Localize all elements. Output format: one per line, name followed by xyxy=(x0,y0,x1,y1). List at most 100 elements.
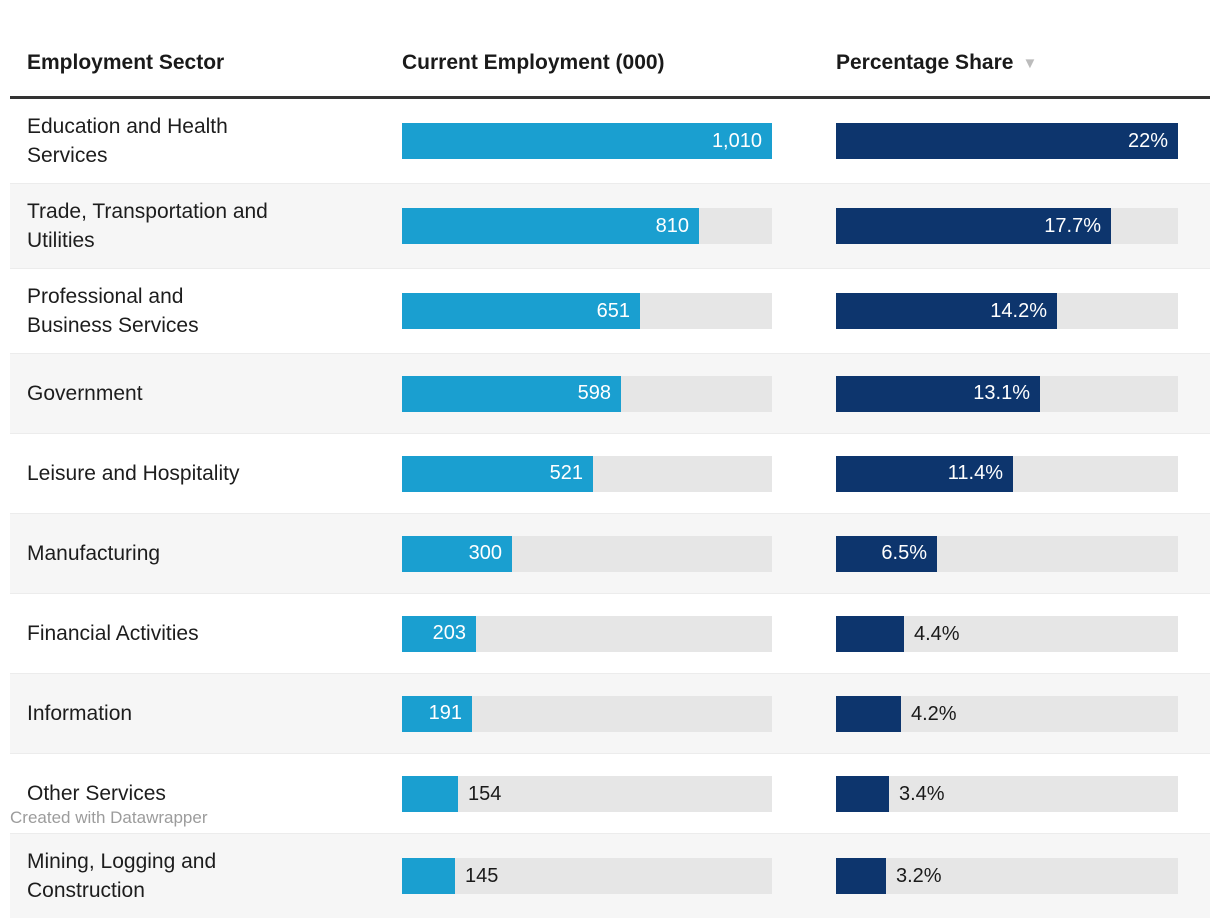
employment-value-label: 521 xyxy=(549,462,583,484)
share-value-label: 3.2% xyxy=(896,865,942,887)
share-bar xyxy=(836,858,886,894)
datawrapper-credit[interactable]: Created with Datawrapper xyxy=(10,808,208,827)
share-bar-track: 6.5% xyxy=(836,535,1178,572)
share-bar: 6.5% xyxy=(836,535,937,572)
table-row: Trade, Transportation and Utilities 810 … xyxy=(10,183,1210,268)
sector-label: Mining, Logging and Construction xyxy=(27,850,217,902)
employment-bar-track: 191 xyxy=(402,695,772,732)
employment-bar: 191 xyxy=(402,695,472,732)
employment-bar-track: 154 xyxy=(402,775,772,812)
share-cell: 13.1% xyxy=(836,375,1178,412)
employment-bar-track: 145 xyxy=(402,858,772,894)
employment-bar-track: 300 xyxy=(402,535,772,572)
share-cell: 14.2% xyxy=(836,293,1178,329)
share-cell: 17.7% xyxy=(836,208,1178,244)
share-value-label: 4.2% xyxy=(911,702,957,725)
share-bar-track: 3.4% xyxy=(836,775,1178,812)
employment-value-label: 154 xyxy=(468,782,502,805)
sort-descending-icon[interactable]: ▼ xyxy=(1022,54,1038,72)
employment-value-label: 810 xyxy=(655,214,689,237)
sector-cell: Manufacturing xyxy=(10,539,402,568)
share-bar-track: 4.2% xyxy=(836,695,1178,732)
share-bar xyxy=(836,615,904,652)
share-cell: 4.2% xyxy=(836,695,1178,732)
share-cell: 3.4% xyxy=(836,775,1178,812)
sector-cell: Information xyxy=(10,699,402,728)
employment-bar-track: 203 xyxy=(402,615,772,652)
share-value-label: 14.2% xyxy=(990,299,1047,322)
table-row: Financial Activities 203 4.4% xyxy=(10,593,1210,673)
table-body: Education and Health Services 1,010 22% … xyxy=(10,99,1210,918)
sector-label: Education and Health Services xyxy=(27,115,228,167)
share-bar-track: 17.7% xyxy=(836,208,1178,244)
employment-cell: 651 xyxy=(402,293,772,329)
share-bar-track: 3.2% xyxy=(836,858,1178,894)
employment-bar: 598 xyxy=(402,375,621,412)
table-row: Professional and Business Services 651 1… xyxy=(10,268,1210,353)
employment-bar: 1,010 xyxy=(402,123,772,159)
employment-value-label: 145 xyxy=(465,865,499,887)
employment-bar: 300 xyxy=(402,535,512,572)
column-header-employment[interactable]: Current Employment (000) xyxy=(402,51,665,74)
share-value-label: 22% xyxy=(1127,129,1168,152)
sector-cell: Trade, Transportation and Utilities xyxy=(10,197,402,255)
employment-bar-track: 651 xyxy=(402,293,772,329)
sector-cell: Government xyxy=(10,379,402,408)
share-bar-track: 11.4% xyxy=(836,455,1178,492)
column-header-share-label: Percentage Share xyxy=(836,51,1014,74)
employment-value-label: 1,010 xyxy=(711,129,762,152)
sector-label: Manufacturing xyxy=(27,542,161,565)
employment-bar xyxy=(402,858,455,894)
sector-label: Leisure and Hospitality xyxy=(27,462,240,485)
employment-cell: 145 xyxy=(402,858,772,894)
employment-bar-track: 1,010 xyxy=(402,123,772,159)
sector-cell: Financial Activities xyxy=(10,619,402,648)
employment-bar: 203 xyxy=(402,615,476,652)
sector-label: Trade, Transportation and Utilities xyxy=(27,200,268,252)
share-cell: 11.4% xyxy=(836,455,1178,492)
employment-value-label: 598 xyxy=(577,382,611,404)
table-row: Leisure and Hospitality 521 11.4% xyxy=(10,433,1210,513)
employment-cell: 810 xyxy=(402,208,772,244)
employment-bar-track: 598 xyxy=(402,375,772,412)
sector-cell: Other Services xyxy=(10,779,402,808)
employment-cell: 521 xyxy=(402,455,772,492)
table-header-row: Employment Sector Current Employment (00… xyxy=(10,30,1210,99)
share-bar: 22% xyxy=(836,123,1178,159)
employment-value-label: 300 xyxy=(468,542,502,564)
employment-value-label: 651 xyxy=(596,299,630,322)
employment-cell: 598 xyxy=(402,375,772,412)
share-bar-track: 13.1% xyxy=(836,375,1178,412)
employment-bar-track: 810 xyxy=(402,208,772,244)
share-bar-track: 22% xyxy=(836,123,1178,159)
employment-bar: 810 xyxy=(402,208,699,244)
share-bar-track: 14.2% xyxy=(836,293,1178,329)
share-bar: 13.1% xyxy=(836,375,1040,412)
share-bar-track: 4.4% xyxy=(836,615,1178,652)
employment-value-label: 203 xyxy=(432,622,466,644)
share-bar xyxy=(836,695,901,732)
share-cell: 3.2% xyxy=(836,858,1178,894)
employment-cell: 191 xyxy=(402,695,772,732)
employment-value-label: 191 xyxy=(428,702,462,724)
share-value-label: 13.1% xyxy=(973,382,1030,404)
employment-cell: 203 xyxy=(402,615,772,652)
share-cell: 4.4% xyxy=(836,615,1178,652)
column-header-share[interactable]: Percentage Share ▼ xyxy=(836,51,1178,75)
share-bar xyxy=(836,775,889,812)
sector-label: Information xyxy=(27,702,133,725)
share-bar: 14.2% xyxy=(836,293,1057,329)
share-value-label: 4.4% xyxy=(914,622,960,645)
employment-cell: 1,010 xyxy=(402,123,772,159)
employment-bar-track: 521 xyxy=(402,455,772,492)
share-value-label: 17.7% xyxy=(1044,214,1101,237)
sector-cell: Mining, Logging and Construction xyxy=(10,847,402,905)
sector-label: Other Services xyxy=(27,782,166,805)
sector-label: Government xyxy=(27,382,143,405)
employment-table: Employment Sector Current Employment (00… xyxy=(10,30,1210,918)
table-row: Other Services 154 3.4% xyxy=(10,753,1210,833)
sector-label: Financial Activities xyxy=(27,622,199,645)
employment-cell: 154 xyxy=(402,775,772,812)
column-header-sector[interactable]: Employment Sector xyxy=(27,51,225,74)
sector-cell: Leisure and Hospitality xyxy=(10,459,402,488)
